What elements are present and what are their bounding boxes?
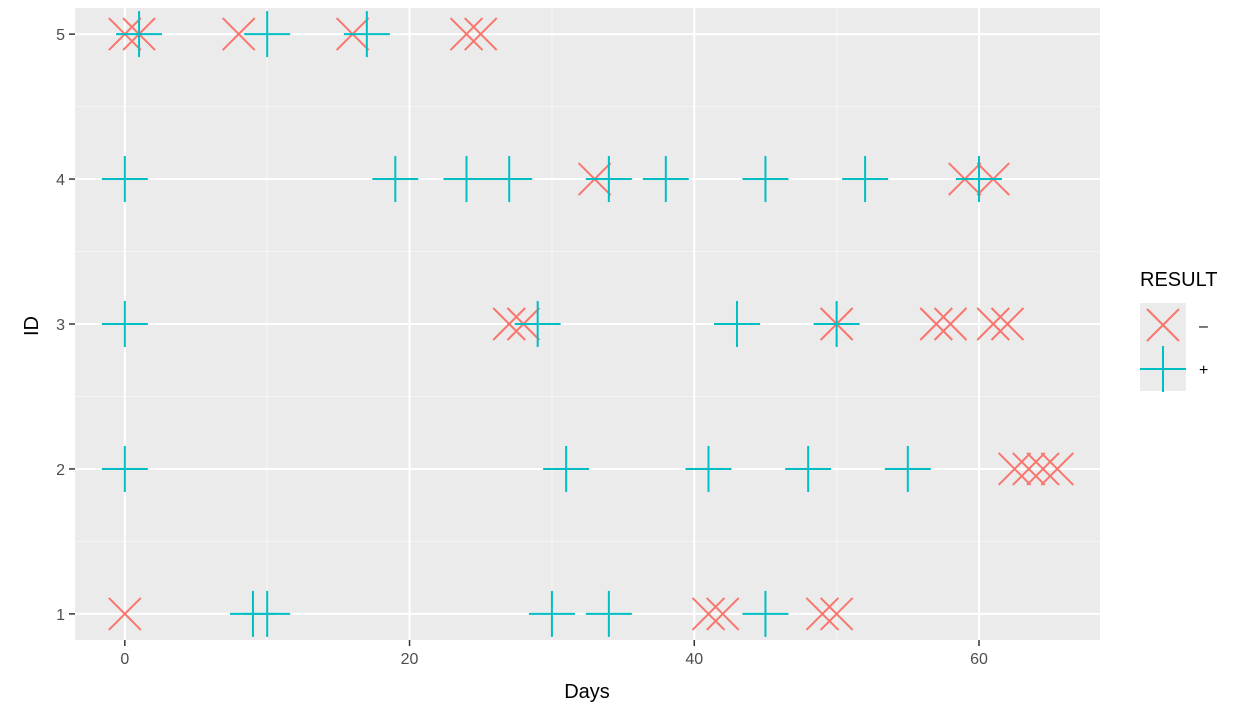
minus-point <box>1026 452 1060 486</box>
data-points <box>101 11 1074 637</box>
minus-point <box>933 307 968 341</box>
plus-point <box>585 590 632 637</box>
legend-label-minus: – <box>1199 318 1208 335</box>
x-axis-ticks: 0 20 40 60 <box>120 640 988 668</box>
plus-point <box>101 445 148 492</box>
minus-point <box>997 452 1032 486</box>
minus-point <box>706 597 740 631</box>
plus-point <box>813 301 860 347</box>
plus-point <box>116 11 163 58</box>
minus-point <box>108 597 142 631</box>
y-axis-title: ID <box>21 316 43 336</box>
y-tick-label: 5 <box>56 27 65 44</box>
minus-point <box>449 17 484 51</box>
x-tick-label: 40 <box>685 651 703 668</box>
plus-point <box>742 590 789 637</box>
plus-point <box>443 156 490 203</box>
plus-point <box>514 301 561 347</box>
plus-point <box>642 156 689 203</box>
minus-point <box>919 307 953 341</box>
minus-point <box>976 307 1010 341</box>
plus-point <box>372 156 419 203</box>
minus-point <box>691 597 726 631</box>
plus-point <box>685 445 732 492</box>
plus-point <box>244 11 291 58</box>
minus-point <box>222 17 256 51</box>
y-tick-label: 4 <box>56 172 65 189</box>
plus-point <box>955 156 1002 203</box>
plus-point <box>785 445 832 492</box>
y-tick-label: 3 <box>56 317 65 334</box>
minus-point <box>1012 452 1046 486</box>
legend-label-plus: + <box>1199 362 1208 379</box>
plus-point <box>244 590 291 637</box>
plus-point <box>486 156 533 203</box>
plus-point <box>101 156 148 203</box>
minus-point <box>1040 452 1074 486</box>
plus-point <box>842 156 889 203</box>
y-axis-ticks: 1 2 3 4 5 <box>56 27 75 624</box>
minus-point <box>990 307 1025 341</box>
legend: RESULT – + <box>1140 269 1217 392</box>
x-tick-label: 0 <box>120 651 129 668</box>
y-tick-label: 1 <box>56 607 65 624</box>
plus-point <box>343 11 390 58</box>
x-axis-title: Days <box>564 681 610 703</box>
y-tick-label: 2 <box>56 462 65 479</box>
plus-point <box>742 156 789 203</box>
minus-point <box>805 597 840 631</box>
x-tick-label: 20 <box>401 651 419 668</box>
minus-point <box>819 597 854 631</box>
legend-key-plus-icon <box>1140 346 1186 392</box>
legend-keys <box>1140 308 1186 392</box>
plus-point <box>543 445 590 492</box>
x-tick-label: 60 <box>970 651 988 668</box>
plus-point <box>101 301 148 347</box>
legend-title: RESULT <box>1140 269 1217 291</box>
minus-point <box>492 307 526 341</box>
legend-key-minus-icon <box>1146 308 1180 342</box>
plus-point <box>884 445 931 492</box>
plus-point <box>585 156 632 203</box>
minus-point <box>464 17 498 51</box>
plus-point <box>713 301 760 347</box>
plus-point <box>528 590 575 637</box>
